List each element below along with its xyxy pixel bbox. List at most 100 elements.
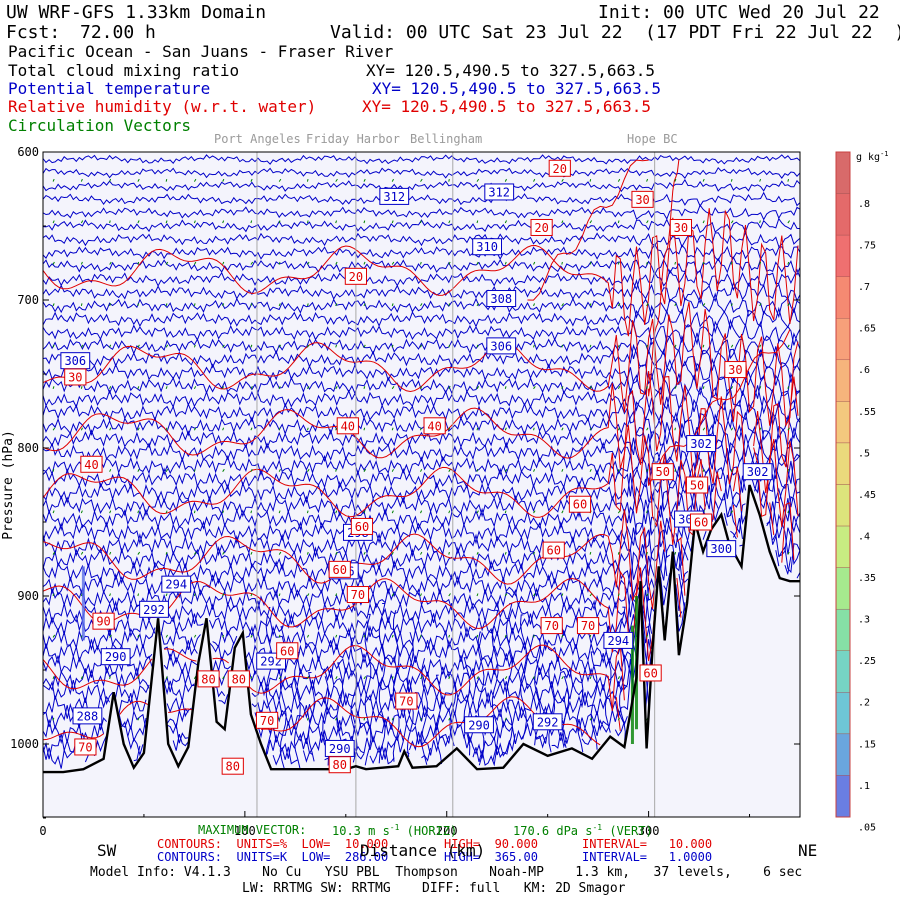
circulation-vector-208 [476, 303, 479, 307]
circulation-vector-75 [193, 469, 196, 472]
theta-label-text: 306 [490, 339, 512, 353]
circulation-vector-281 [617, 427, 620, 431]
circulation-vector-121 [306, 178, 309, 182]
circulation-vector-55 [165, 178, 168, 182]
circulation-vector-241 [533, 510, 536, 514]
circulation-vector-252 [561, 386, 564, 390]
circulation-vector-119 [278, 676, 282, 680]
rh-label-text: 70 [399, 695, 413, 709]
theta-contour-line-37 [42, 624, 653, 678]
circulation-vector-14 [80, 178, 83, 182]
valid-local-time: (17 PDT Fri 22 Jul 22 ) [645, 22, 900, 43]
circulation-vector-205 [476, 178, 480, 182]
rh-label-box [80, 455, 103, 473]
colorbar-swatch-12 [835, 650, 851, 693]
circulation-vector-326 [730, 344, 734, 348]
theta-label-text: 312 [488, 185, 510, 199]
theta-label-box [486, 290, 517, 308]
circulation-vector-275 [617, 178, 621, 182]
colorbar-tick-label: .35 [858, 573, 876, 584]
theta-contour-line-7 [42, 243, 801, 262]
colorbar-swatch-11 [835, 608, 851, 651]
circulation-vector-86 [222, 386, 224, 389]
rh-label-text: 80 [201, 672, 215, 686]
valid-time: Valid: 00 UTC Sat 23 Jul 22 [330, 22, 623, 43]
circulation-vector-93 [222, 676, 225, 680]
colorbar-unit-exponent: -1 [880, 150, 888, 158]
theta-contour-line-23 [42, 448, 801, 486]
circulation-vector-152 [363, 303, 366, 307]
circulation-vector-92 [222, 634, 224, 638]
circulation-vector-157 [363, 510, 366, 514]
circulation-vector-348 [787, 551, 790, 555]
circulation-vector-337 [759, 427, 762, 431]
rh-label-box [92, 612, 115, 630]
x-tick-label: 200 [436, 824, 458, 838]
circulation-vector-198 [448, 468, 451, 472]
circulation-vector-263 [589, 261, 592, 265]
circulation-vector-38 [109, 593, 111, 597]
circulation-vector-1 [52, 220, 55, 224]
rh-label-text: 60 [573, 498, 587, 512]
theta-label-text: 300 [710, 542, 732, 556]
theta-contour-line-60 [449, 674, 457, 747]
circulation-vector-72 [193, 344, 196, 348]
theta-contour-line-15 [42, 343, 801, 373]
y-tick-label: 1000 [10, 737, 39, 751]
circulation-vector-194 [448, 303, 451, 307]
circulation-vector-325 [730, 303, 733, 307]
circulation-vector-168 [391, 386, 395, 390]
circulation-vector-50 [137, 551, 141, 555]
rh-label-box [568, 495, 592, 513]
circulation-vector-330 [730, 510, 733, 514]
circulation-vector-39 [109, 634, 112, 638]
rh-label-21: 60 [276, 642, 299, 660]
circulation-vector-69 [193, 220, 196, 224]
circulation-vector-345 [787, 427, 791, 431]
circulation-vector-270 [589, 551, 592, 555]
theta-contour-line-54 [364, 613, 372, 766]
circulation-vector-297 [646, 510, 648, 514]
circulation-vector-2 [52, 261, 55, 265]
theta-contour-line-11 [42, 292, 801, 320]
theta-contour-line-4 [42, 204, 801, 221]
rh-label-text: 30 [674, 221, 688, 235]
colorbar-swatch-5 [835, 359, 851, 402]
y-tick-label: 600 [17, 145, 39, 159]
max-vector-vert: 170.6 dPa s-1 (VERT) [513, 823, 653, 838]
circulation-vector-22 [80, 510, 83, 514]
circulation-vector-80 [193, 676, 197, 680]
circulation-vector-314 [702, 220, 705, 224]
circulation-vector-83 [222, 261, 225, 265]
circulation-vector-319 [702, 427, 706, 431]
theta-label-text: 308 [490, 292, 512, 306]
theta-label-text: 312 [383, 190, 405, 204]
circulation-vector-52 [137, 634, 140, 638]
circulation-vector-292 [646, 303, 649, 307]
contour-labels: 3123123103083063063023023003002982962942… [60, 159, 773, 775]
circulation-vector-110 [278, 303, 281, 307]
colorbar-tick-label: .15 [858, 739, 876, 750]
rh-contour-line-9 [648, 159, 680, 397]
circulation-vector-29 [109, 220, 111, 224]
rh-label-box [276, 642, 299, 660]
circulation-vector-127 [306, 427, 309, 431]
rh-label-19: 70 [540, 617, 563, 635]
circulation-vector-23 [80, 551, 84, 555]
circulation-vector-151 [363, 261, 366, 265]
theta-contour-line-18 [42, 383, 801, 417]
circulation-vector-51 [137, 593, 140, 597]
circulation-vector-243 [533, 593, 536, 597]
circulation-vector-204 [448, 717, 451, 721]
circulation-vector-299 [646, 593, 649, 597]
rh-contour-interval: INTERVAL= 10.000 [582, 837, 713, 851]
rh-label-text: 30 [635, 193, 649, 207]
theta-contour-line-22 [42, 433, 801, 470]
circulation-vector-189 [420, 676, 423, 680]
circulation-vector-236 [533, 303, 535, 307]
rh-label-box [344, 267, 367, 285]
circulation-vector-150 [363, 220, 366, 224]
circulation-vector-254 [561, 468, 564, 472]
circulation-vector-135 [335, 178, 338, 182]
circulation-vector-85 [222, 344, 225, 348]
